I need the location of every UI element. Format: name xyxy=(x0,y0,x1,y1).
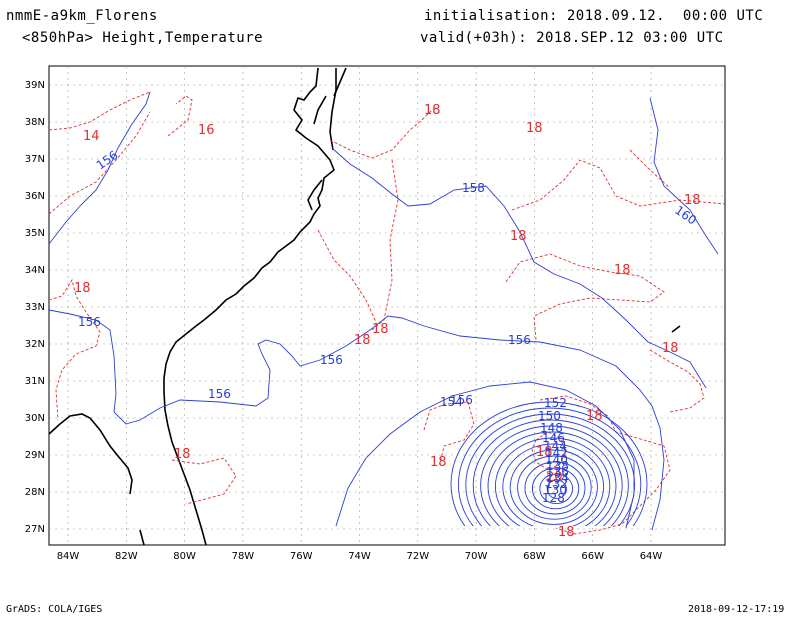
temp-label: 16 xyxy=(198,123,215,138)
longitude-label: 82W xyxy=(115,551,138,562)
height-label: 156 xyxy=(320,353,343,367)
temp-label: 14 xyxy=(83,129,100,144)
height-label: 148 xyxy=(540,421,563,435)
height-label: 140 xyxy=(545,453,568,467)
longitude-label: 66W xyxy=(581,551,604,562)
height-labels: 156 156 158 160 156 156 156 156 154 152 … xyxy=(78,148,699,505)
height-label: 128 xyxy=(542,491,565,505)
cyclone-ring xyxy=(465,413,636,526)
cyclone-ring xyxy=(517,455,592,520)
temp-label: 18 xyxy=(614,263,631,278)
longitude-label: 76W xyxy=(290,551,313,562)
latitude-label: 32N xyxy=(25,339,45,350)
temp-label: 20 xyxy=(546,470,563,485)
height-label: 138 xyxy=(546,459,569,473)
latitude-label: 38N xyxy=(25,117,45,128)
cyclone-ring xyxy=(524,461,586,515)
temp-label: 18 xyxy=(174,447,191,462)
cyclone-contours xyxy=(450,401,648,526)
longitude-label: 68W xyxy=(523,551,546,562)
cyclone-ring xyxy=(509,449,598,525)
height-label: 156 xyxy=(78,315,101,329)
longitude-label: 64W xyxy=(640,551,663,562)
longitude-label: 70W xyxy=(465,551,488,562)
latitude-label: 35N xyxy=(25,228,45,239)
cyclone-ring xyxy=(539,473,574,505)
height-label: 158 xyxy=(462,181,485,195)
height-label: 136 xyxy=(546,465,569,479)
cyclone-ring xyxy=(502,443,605,526)
cyclone-ring xyxy=(494,437,611,526)
temp-label: 18 xyxy=(74,281,91,296)
longitude-label: 80W xyxy=(173,551,196,562)
graticule xyxy=(49,66,725,545)
temp-label: 18 xyxy=(558,525,575,540)
axis-ticks: 39N 38N 37N 36N 35N 34N 33N 32N 31N 30N 29N 28N 27N 8… xyxy=(25,80,663,562)
height-label: 130 xyxy=(544,483,567,497)
latitude-label: 39N xyxy=(25,80,45,91)
temp-label: 18 xyxy=(526,121,543,136)
longitude-label: 74W xyxy=(348,551,371,562)
credit-text: GrADS: COLA/IGES xyxy=(6,604,103,615)
temp-label: 18 xyxy=(424,103,441,118)
latitude-label: 29N xyxy=(25,450,45,461)
temp-label: 18 xyxy=(510,229,527,244)
height-label: 156 xyxy=(208,387,231,401)
temp-label: 18 xyxy=(354,333,371,348)
temp-label: 18 xyxy=(430,455,447,470)
height-label: 152 xyxy=(544,396,567,410)
height-label: 156 xyxy=(450,393,473,407)
height-label: 154 xyxy=(440,395,463,409)
latitude-label: 27N xyxy=(25,524,45,535)
height-contours xyxy=(48,91,719,531)
cyclone-ring xyxy=(472,419,629,526)
cyclone-ring xyxy=(480,425,623,526)
init-time: initialisation: 2018.09.12. 00:00 UTC xyxy=(424,8,764,24)
latitude-label: 36N xyxy=(25,191,45,202)
longitude-label: 72W xyxy=(406,551,429,562)
latitude-label: 33N xyxy=(25,302,45,313)
temp-label: 18 xyxy=(372,322,389,337)
temp-label: 18 xyxy=(586,409,603,424)
longitude-label: 84W xyxy=(57,551,80,562)
height-label: 146 xyxy=(542,431,565,445)
cyclone-ring xyxy=(546,479,567,499)
latitude-label: 28N xyxy=(25,487,45,498)
height-label: 144 xyxy=(544,439,567,453)
temp-label: 18 xyxy=(662,341,679,356)
latitude-label: 34N xyxy=(25,265,45,276)
height-label: 150 xyxy=(538,409,561,423)
cyclone-ring xyxy=(457,407,642,526)
latitude-label: 31N xyxy=(25,376,45,387)
temperature-labels: 14 16 18 18 18 18 18 18 18 18 18 18 18 1… xyxy=(74,103,701,540)
cyclone-ring xyxy=(531,467,580,510)
cyclone-ring xyxy=(487,431,617,526)
valid-time: valid(+03h): 2018.SEP.12 03:00 UTC xyxy=(420,30,724,46)
latitude-label: 37N xyxy=(25,154,45,165)
latitude-label: 30N xyxy=(25,413,45,424)
height-label: 142 xyxy=(545,446,568,460)
timestamp-text: 2018-09-12-17:19 xyxy=(688,604,785,615)
height-label: 132 xyxy=(545,477,568,491)
level-title: <850hPa> Height,Temperature xyxy=(22,30,264,46)
model-title: nmmE-a9km_Florens xyxy=(6,8,158,24)
temp-label: 18 xyxy=(684,193,701,208)
coastline xyxy=(48,67,681,546)
cyclone-ring xyxy=(450,401,648,526)
height-label: 156 xyxy=(508,333,531,347)
longitude-label: 78W xyxy=(232,551,255,562)
height-label: 134 xyxy=(546,471,569,485)
temperature-contours xyxy=(48,91,726,535)
temp-label: 18 xyxy=(536,445,553,460)
